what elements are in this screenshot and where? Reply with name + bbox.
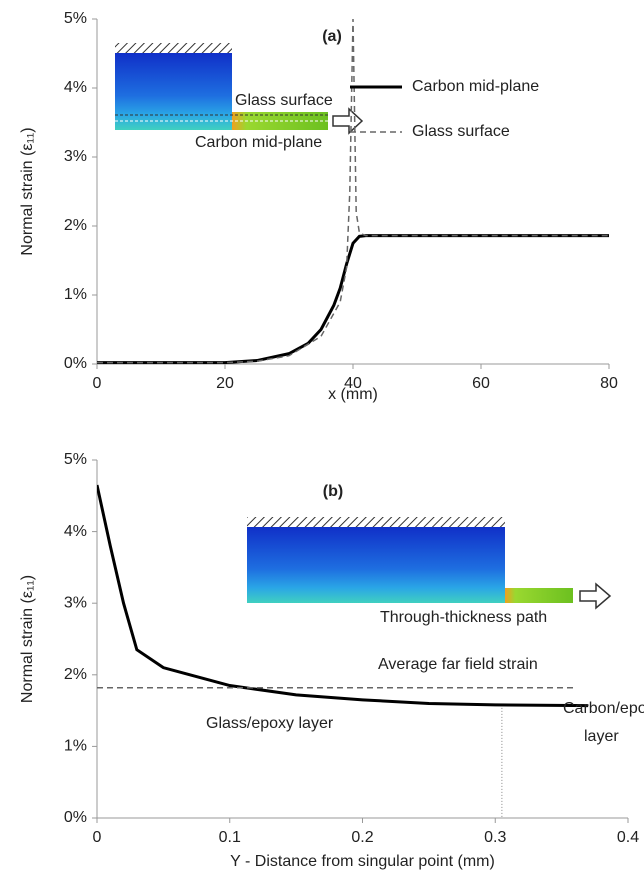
y-tick-label: 2% bbox=[64, 666, 87, 683]
x-tick-label: 0.3 bbox=[484, 829, 506, 846]
y-tick-label: 5% bbox=[64, 451, 87, 468]
y-axis-label: Normal strain (ε₁₁) bbox=[19, 127, 36, 255]
annotation: Carbon mid-plane bbox=[195, 134, 322, 151]
y-tick-label: 3% bbox=[64, 148, 87, 165]
annotation: Carbon/epoxy bbox=[563, 700, 644, 717]
y-tick-label: 1% bbox=[64, 286, 87, 303]
x-axis-label: x (mm) bbox=[328, 386, 378, 403]
y-tick-label: 2% bbox=[64, 217, 87, 234]
y-axis-label: Normal strain (ε₁₁) bbox=[19, 575, 36, 703]
annotation: Glass/epoxy layer bbox=[206, 715, 334, 732]
y-tick-label: 1% bbox=[64, 738, 87, 755]
series-line bbox=[97, 19, 609, 364]
y-tick-label: 5% bbox=[64, 10, 87, 27]
inset-a bbox=[115, 43, 364, 135]
x-tick-label: 80 bbox=[600, 375, 618, 392]
y-tick-label: 0% bbox=[64, 355, 87, 372]
x-tick-label: 20 bbox=[216, 375, 234, 392]
annotation: Through-thickness path bbox=[380, 609, 547, 626]
x-tick-label: 0.2 bbox=[351, 829, 373, 846]
x-axis-label: Y - Distance from singular point (mm) bbox=[230, 853, 495, 870]
legend-label: Carbon mid-plane bbox=[412, 78, 539, 95]
series-line bbox=[97, 484, 589, 708]
series-line bbox=[97, 234, 609, 364]
y-tick-label: 0% bbox=[64, 809, 87, 826]
y-tick-label: 4% bbox=[64, 79, 87, 96]
x-tick-label: 0.1 bbox=[219, 829, 241, 846]
plot-area bbox=[97, 19, 609, 364]
annotation: Average far field strain bbox=[378, 656, 538, 673]
legend-label: Glass surface bbox=[412, 123, 510, 140]
plot-area bbox=[97, 484, 589, 708]
x-tick-label: 0.4 bbox=[617, 829, 639, 846]
y-tick-label: 4% bbox=[64, 523, 87, 540]
x-tick-label: 0 bbox=[93, 829, 102, 846]
annotation: Glass surface bbox=[235, 92, 333, 109]
annotation: (a) bbox=[322, 28, 342, 45]
annotation: layer bbox=[584, 728, 619, 745]
y-tick-label: 3% bbox=[64, 594, 87, 611]
annotation: (b) bbox=[323, 483, 343, 500]
x-tick-label: 60 bbox=[472, 375, 490, 392]
inset-b bbox=[247, 517, 612, 610]
x-tick-label: 40 bbox=[344, 375, 362, 392]
x-tick-label: 0 bbox=[93, 375, 102, 392]
